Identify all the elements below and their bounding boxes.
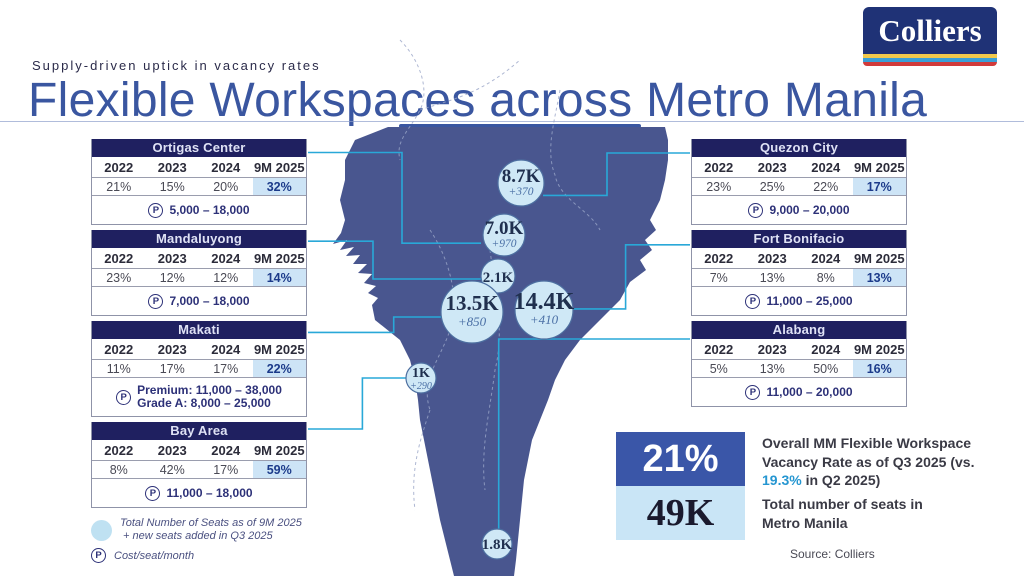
svg-text:+970: +970 bbox=[491, 238, 516, 250]
svg-text:+410: +410 bbox=[530, 312, 559, 327]
svg-text:2.1K: 2.1K bbox=[483, 270, 514, 286]
svg-text:+290: +290 bbox=[410, 381, 432, 392]
svg-text:1K: 1K bbox=[412, 366, 430, 381]
svg-text:7.0K: 7.0K bbox=[485, 218, 524, 239]
svg-text:+370: +370 bbox=[508, 186, 533, 198]
svg-text:+850: +850 bbox=[458, 314, 487, 329]
svg-text:8.7K: 8.7K bbox=[502, 166, 541, 187]
svg-text:1.8K: 1.8K bbox=[482, 537, 513, 553]
svg-text:13.5K: 13.5K bbox=[445, 291, 499, 315]
